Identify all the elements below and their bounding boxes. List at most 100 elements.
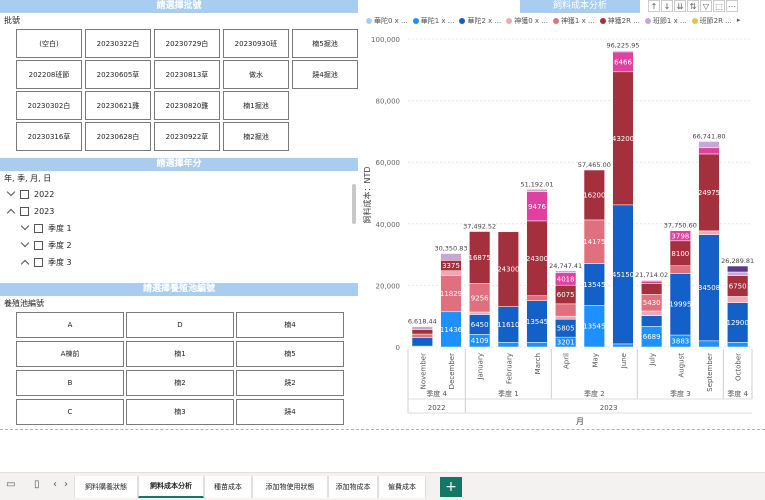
- visual-tool-icon[interactable]: ⬚: [713, 0, 725, 12]
- bar-segment: [727, 302, 749, 343]
- batch-option-button[interactable]: 20230621雞: [85, 91, 151, 120]
- bar-data-label: 13545: [526, 318, 548, 326]
- chevron-up-icon[interactable]: [20, 257, 30, 267]
- bar-total-label: 66,741.80: [692, 132, 725, 140]
- pond-option-button[interactable]: 楠4: [236, 312, 344, 338]
- pond-slicer-header: 請選擇養殖池編號: [0, 283, 358, 296]
- bar-data-label: 11436: [440, 326, 463, 334]
- bar-segment: [727, 271, 749, 276]
- checkbox[interactable]: [20, 189, 29, 199]
- visual-tool-icon[interactable]: ⋯: [726, 0, 738, 12]
- bar-segment: [411, 345, 433, 348]
- tab-next-icon[interactable]: ›: [64, 479, 68, 490]
- batch-option-button[interactable]: 20230628白: [85, 122, 151, 151]
- bar-total-label: 24,747.41: [549, 262, 582, 270]
- year-tree-row[interactable]: 季度 3: [20, 254, 72, 270]
- pond-option-button[interactable]: 楠3: [126, 399, 234, 425]
- bar-segment: [641, 283, 663, 295]
- pond-option-button[interactable]: D: [126, 312, 234, 338]
- batch-option-button[interactable]: 20230820雞: [154, 91, 220, 120]
- bar-segment: [669, 240, 691, 267]
- page-tab[interactable]: 飼料購養狀態: [74, 476, 138, 498]
- year-tree-row[interactable]: 2022: [6, 186, 54, 202]
- page-tab[interactable]: 添加物使用狀態: [252, 476, 328, 498]
- tab-prev-icon[interactable]: ‹: [53, 479, 57, 490]
- year-slicer-label: 年, 季, 月, 日: [4, 174, 52, 183]
- page-tab[interactable]: 添加物成本: [328, 476, 378, 498]
- pond-option-button[interactable]: B: [16, 370, 124, 396]
- pond-option-button[interactable]: 楠5: [236, 341, 344, 367]
- visual-tool-icon[interactable]: ↑: [648, 0, 660, 12]
- checkbox[interactable]: [34, 223, 43, 233]
- checkbox[interactable]: [34, 240, 43, 250]
- page-tab[interactable]: 飼料成本分析: [138, 476, 204, 498]
- mobile-view-icon[interactable]: ▯: [34, 479, 40, 490]
- year-tree-row[interactable]: 季度 2: [20, 237, 72, 253]
- pond-option-button[interactable]: 楠2: [126, 370, 234, 396]
- legend-label: 神獲1 x ...: [560, 17, 595, 25]
- page-tab-bar: ▭ ▯ ‹ › 飼料購養狀態 飼料成本分析 種苗成本 添加物使用狀態 添加物成本 僱費成本…: [0, 472, 765, 500]
- checkbox[interactable]: [34, 257, 43, 267]
- legend-next-icon[interactable]: ▸: [736, 16, 741, 24]
- bar-data-label: 14175: [583, 238, 605, 246]
- page-tab[interactable]: 種苗成本: [204, 476, 252, 498]
- bar-segment: [612, 50, 634, 53]
- chevron-down-icon[interactable]: [20, 240, 30, 250]
- batch-option-button[interactable]: 楠2掘池: [223, 122, 289, 151]
- year-tree-row[interactable]: 季度 1: [20, 220, 72, 236]
- visual-tool-icon[interactable]: ⇅: [687, 0, 699, 12]
- pond-option-button[interactable]: 楠1: [126, 341, 234, 367]
- batch-option-button[interactable]: 20230729白: [154, 29, 220, 58]
- batch-option-button[interactable]: 楠1掘池: [223, 91, 289, 120]
- batch-option-button[interactable]: 202208班節: [16, 60, 82, 89]
- chevron-up-icon[interactable]: [6, 206, 16, 216]
- legend-label: 華陀2 x ...: [467, 17, 502, 25]
- legend-item[interactable]: 華陀0 x ...: [366, 16, 408, 26]
- bar-segment: [612, 343, 634, 348]
- batch-option-button[interactable]: 20230930班: [223, 29, 289, 58]
- batch-option-button[interactable]: 20230316草: [16, 122, 82, 151]
- legend-item[interactable]: 班節2R ...: [691, 16, 732, 26]
- batch-option-button[interactable]: 20230922草: [154, 122, 220, 151]
- quarter-label: 季度 1: [498, 389, 519, 398]
- pond-option-button[interactable]: 蹺4: [236, 399, 344, 425]
- legend-item[interactable]: 華陀2 x ...: [459, 16, 501, 26]
- legend-item[interactable]: 班節1 x ...: [644, 16, 687, 26]
- x-tick-label: January: [477, 353, 485, 381]
- visual-tool-icon[interactable]: ▽: [700, 0, 712, 12]
- visual-tool-icon[interactable]: ↓: [661, 0, 673, 12]
- year-tree-row[interactable]: 2023: [6, 203, 54, 219]
- batch-option-button[interactable]: 20230322白: [85, 29, 151, 58]
- batch-option-button[interactable]: 做水: [223, 60, 289, 89]
- bar-data-label: 5805: [557, 325, 575, 333]
- batch-option-button[interactable]: 20230813草: [154, 60, 220, 89]
- desktop-view-icon[interactable]: ▭: [6, 479, 16, 490]
- pond-option-button[interactable]: A: [16, 312, 124, 338]
- x-tick-label: May: [591, 353, 599, 367]
- chevron-down-icon[interactable]: [20, 223, 30, 233]
- checkbox[interactable]: [20, 206, 29, 216]
- bar-segment: [526, 295, 548, 301]
- pond-option-button[interactable]: A棟前: [16, 341, 124, 367]
- legend-item[interactable]: 華陀1 x ...: [412, 16, 454, 26]
- batch-option-button[interactable]: 20230605草: [85, 60, 151, 89]
- add-page-button[interactable]: +: [440, 477, 462, 497]
- bar-data-label: 6689: [643, 333, 661, 341]
- legend-item[interactable]: 神獲0 x ...: [506, 16, 548, 26]
- pond-option-button[interactable]: C: [16, 399, 124, 425]
- bar-segment: [440, 275, 462, 313]
- batch-option-button[interactable]: 楠5掘池: [292, 29, 358, 58]
- batch-option-button[interactable]: 20230302白: [16, 91, 82, 120]
- visual-tool-icon[interactable]: ⇊: [674, 0, 686, 12]
- batch-option-button[interactable]: (空白): [16, 29, 82, 58]
- year-slicer-scrollbar[interactable]: [352, 184, 356, 224]
- bar-segment: [440, 260, 462, 271]
- legend-item[interactable]: 神獲2R ...: [599, 16, 640, 26]
- bar-segment: [555, 284, 577, 305]
- bar-segment: [497, 342, 519, 348]
- pond-option-button[interactable]: 蹺2: [236, 370, 344, 396]
- page-tab[interactable]: 僱費成本: [378, 476, 426, 498]
- chevron-down-icon[interactable]: [6, 189, 16, 199]
- batch-option-button[interactable]: 蹺4掘池: [292, 60, 358, 89]
- legend-item[interactable]: 神獲1 x ...: [552, 16, 595, 26]
